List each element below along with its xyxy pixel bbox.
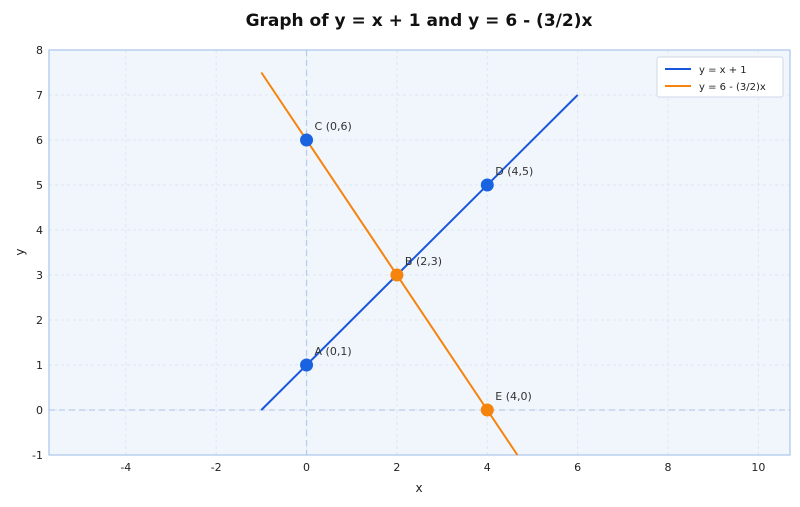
y-tick-label: 2 [36, 314, 43, 327]
plot-border [48, 49, 791, 456]
point-label: A (0,1) [315, 345, 352, 358]
x-axis-label: x [415, 481, 422, 495]
x-tick-label: 2 [393, 461, 400, 474]
point-label: B (2,3) [405, 255, 442, 268]
x-tick-label: 0 [303, 461, 310, 474]
chart-title: Graph of y = x + 1 and y = 6 - (3/2)x [246, 11, 593, 31]
y-tick-label: 5 [36, 179, 43, 192]
data-point [390, 268, 404, 282]
data-point [480, 403, 494, 417]
y-tick-label: 1 [36, 359, 43, 372]
y-tick-label: 6 [36, 134, 43, 147]
data-point [300, 358, 314, 372]
legend-label: y = 6 - (3/2)x [699, 82, 766, 93]
x-tick-label: -4 [120, 461, 131, 474]
x-tick-label: 8 [665, 461, 672, 474]
x-tick-label: 6 [574, 461, 581, 474]
point-label: E (4,0) [495, 390, 532, 403]
y-tick-label: 4 [36, 224, 43, 237]
data-point [480, 178, 494, 192]
legend-label: y = x + 1 [699, 65, 747, 76]
series-line [260, 94, 579, 411]
y-axis-label: y [13, 248, 27, 255]
y-tick-label: -1 [32, 449, 43, 462]
y-tick-label: 7 [36, 89, 43, 102]
y-tick-label: 0 [36, 404, 43, 417]
point-label: D (4,5) [495, 165, 533, 178]
data-point [300, 133, 314, 147]
x-tick-label: 10 [751, 461, 765, 474]
y-tick-label: 8 [36, 44, 43, 57]
x-tick-label: -2 [211, 461, 222, 474]
y-tick-label: 3 [36, 269, 43, 282]
x-tick-label: 4 [484, 461, 491, 474]
point-label: C (0,6) [315, 120, 352, 133]
